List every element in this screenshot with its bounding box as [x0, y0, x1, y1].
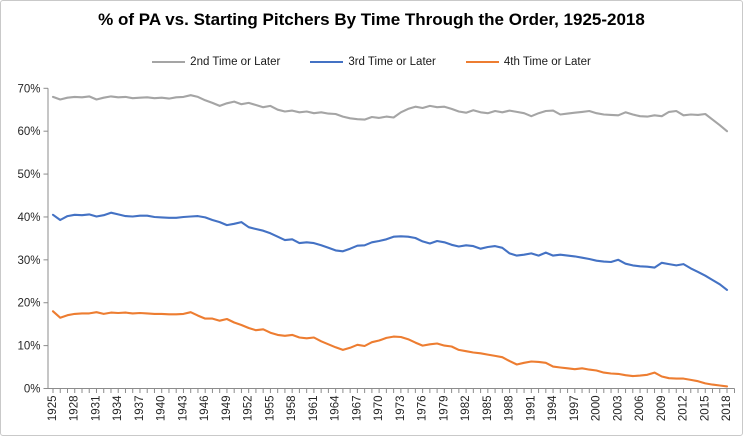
x-tick-label: 1940 — [156, 396, 168, 422]
chart-title: % of PA vs. Starting Pitchers By Time Th… — [98, 10, 645, 29]
y-tick-label: 30% — [17, 255, 40, 267]
x-tick-label: 1964 — [330, 395, 342, 421]
y-tick-label: 20% — [17, 298, 40, 310]
y-tick-label: 50% — [17, 169, 40, 181]
legend-item-3rd-time-or-later: 3rd Time or Later — [310, 56, 436, 68]
legend-label: 4th Time or Later — [503, 56, 591, 68]
x-tick-label: 1949 — [221, 396, 233, 422]
x-tick-label: 1928 — [69, 396, 81, 422]
x-tick-label: 2000 — [591, 396, 603, 422]
legend-line-swatch-orange — [465, 61, 499, 63]
legend-label: 2nd Time or Later — [190, 56, 281, 68]
x-tick-label: 1937 — [134, 396, 146, 422]
y-tick-label: 10% — [17, 341, 40, 353]
x-tick-label: 1925 — [47, 396, 59, 422]
series-line-3rd-time-or-later — [51, 211, 729, 291]
x-tick-label: 2006 — [634, 396, 646, 422]
legend-line-swatch-gray — [152, 61, 186, 63]
x-tick-label: 1973 — [395, 396, 407, 422]
x-tick-label: 1985 — [482, 396, 494, 422]
x-tick-label: 1934 — [112, 395, 124, 421]
x-tick-label: 1955 — [264, 396, 276, 422]
y-tick-label: 40% — [17, 212, 40, 224]
legend-item-4th-time-or-later: 4th Time or Later — [465, 56, 591, 68]
x-tick-label: 1943 — [177, 396, 189, 422]
x-tick-label: 2003 — [612, 396, 624, 422]
y-tick-label: 0% — [24, 384, 41, 396]
legend: 2nd Time or Later 3rd Time or Later 4th … — [1, 56, 742, 68]
x-tick-label: 1991 — [525, 396, 537, 422]
legend-item-2nd-time-or-later: 2nd Time or Later — [152, 56, 280, 68]
x-tick-label: 2012 — [678, 396, 690, 422]
legend-line-swatch-blue — [310, 61, 344, 63]
x-tick-label: 1994 — [547, 395, 559, 421]
series-line-4th-time-or-later — [51, 310, 729, 388]
x-tick-label: 1982 — [460, 396, 472, 422]
x-tick-label: 2018 — [721, 396, 733, 422]
x-tick-label: 2015 — [699, 396, 711, 422]
x-tick-label: 1958 — [286, 396, 298, 422]
series-line-2nd-time-or-later — [51, 94, 729, 133]
x-tick-label: 1961 — [308, 396, 320, 422]
x-tick-label: 1976 — [417, 396, 429, 422]
x-tick-label: 1979 — [438, 396, 450, 422]
x-tick-label: 2009 — [656, 396, 668, 422]
x-tick-label: 1952 — [243, 396, 255, 422]
x-tick-label: 1970 — [373, 396, 385, 422]
y-tick-label: 60% — [17, 126, 40, 138]
x-tick-label: 1946 — [199, 396, 211, 422]
x-tick-label: 1967 — [351, 396, 363, 422]
y-tick-label: 70% — [17, 83, 40, 95]
x-tick-label: 1988 — [504, 396, 516, 422]
x-tick-label: 1997 — [569, 396, 581, 422]
legend-label: 3rd Time or Later — [348, 56, 436, 68]
x-tick-label: 1931 — [90, 396, 102, 422]
